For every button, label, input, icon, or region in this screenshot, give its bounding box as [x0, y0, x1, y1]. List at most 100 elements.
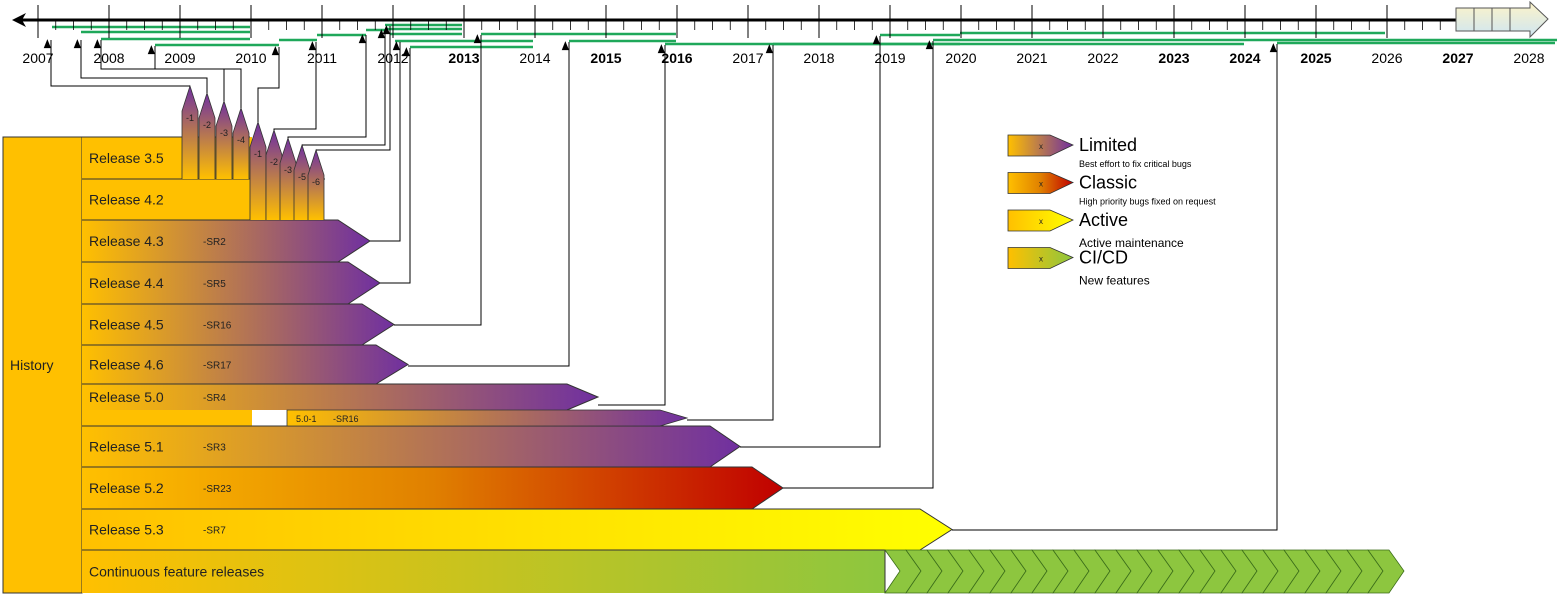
legend-item-cicd: x CI/CD New features: [1007, 247, 1150, 288]
service-release-label: -SR5: [203, 279, 226, 290]
legend-item-classic: x Classic High priority bugs fixed on requ…: [1007, 172, 1216, 207]
release-date-connector: [380, 47, 411, 284]
legend-description: Best effort to fix critical bugs: [1079, 159, 1192, 169]
release-date-connector: [257, 46, 280, 122]
year-label: 2025: [1300, 50, 1331, 66]
year-label: 2027: [1442, 50, 1473, 66]
release-label: Release 5.1: [89, 439, 164, 455]
year-label: 2012: [377, 50, 408, 66]
release-row: Release 4.3 -SR2: [82, 219, 371, 263]
row-outline: [82, 261, 381, 305]
release-date-connector: [740, 35, 881, 448]
year-label: 2008: [93, 50, 124, 66]
service-release-marker[interactable]: -1: [181, 84, 199, 179]
sub-release-label: 5.0-1: [296, 414, 317, 424]
legend-description: New features: [1079, 274, 1150, 288]
legend-description: High priority bugs fixed on request: [1079, 197, 1216, 207]
legend-swatch-icon: [1007, 209, 1074, 232]
year-label: 2019: [874, 50, 905, 66]
year-label: 2018: [803, 50, 834, 66]
marker-label: -5: [298, 172, 306, 182]
release-date-connector: [598, 44, 666, 406]
release-support-arrow[interactable]: [82, 550, 885, 593]
legend-description: Active maintenance: [1079, 236, 1184, 250]
release-support-arrow[interactable]: [82, 467, 783, 509]
legend-swatch-mark: x: [1039, 142, 1043, 151]
release-row: Release 5.2 -SR23: [82, 466, 784, 510]
year-label: 2026: [1371, 50, 1402, 66]
chevron-icon: [1367, 549, 1405, 594]
legend-swatch-mark: x: [1039, 255, 1043, 264]
row-outline: [82, 549, 886, 593]
year-label: 2024: [1229, 50, 1260, 66]
service-release-marker[interactable]: -4: [232, 106, 250, 179]
marker-label: -2: [270, 157, 278, 167]
service-release-marker[interactable]: -6: [307, 148, 325, 220]
release-date-connector: [302, 29, 386, 146]
row-outline: [82, 344, 409, 385]
release-label: Release 3.5: [89, 150, 164, 166]
release-label: Release 5.0: [89, 389, 164, 405]
service-release-marker[interactable]: -2: [198, 91, 216, 179]
service-release-marker[interactable]: -3: [215, 99, 233, 179]
release-date-connector: [287, 34, 367, 138]
year-label: 2021: [1016, 50, 1047, 66]
year-label: 2013: [448, 50, 479, 66]
legend-title: Classic: [1079, 173, 1137, 193]
sub-release-arrow[interactable]: [286, 409, 689, 427]
marker-label: -2: [203, 120, 211, 130]
year-label: 2009: [164, 50, 195, 66]
release-support-arrow[interactable]: [82, 426, 740, 467]
legend-title: CI/CD: [1079, 248, 1128, 268]
marker-label: -1: [254, 149, 262, 159]
release-label: Release 4.3: [89, 233, 164, 249]
release-date-connector: [73, 39, 208, 93]
marker-shape: [215, 99, 233, 179]
service-release-marker[interactable]: -1: [249, 120, 267, 220]
row-outline: [82, 303, 395, 346]
release-label: Release 4.4: [89, 275, 164, 291]
release-label: Release 4.5: [89, 317, 164, 333]
release-label: Release 5.2: [89, 480, 164, 496]
legend-item-limited: x Limited Best effort to fix critical bugs: [1007, 134, 1192, 169]
year-label: 2015: [590, 50, 621, 66]
release-date-connector: [687, 44, 774, 421]
year-label: 2011: [307, 50, 337, 66]
service-release-label: -SR3: [203, 443, 226, 454]
release-label: Release 4.6: [89, 357, 164, 373]
year-label: 2020: [945, 50, 976, 66]
release-support-arrow[interactable]: [82, 509, 952, 550]
release-row: Release 5.0 -SR4: [82, 383, 600, 411]
release-support-arrow[interactable]: [82, 304, 394, 345]
release-label: Release 5.3: [89, 522, 164, 538]
release-date-connector: [316, 25, 391, 151]
service-release-label: -SR7: [203, 526, 226, 537]
legend-swatch-mark: x: [1039, 180, 1043, 189]
legend-swatch-mark: x: [1039, 217, 1043, 226]
release-support-arrow[interactable]: [82, 384, 598, 410]
release-date-connector: [43, 39, 190, 87]
sub-release-row: 5.0-1 -SR16: [286, 409, 689, 427]
row-outline: [82, 508, 953, 551]
release-date-connector: [273, 41, 317, 130]
marker-label: -3: [284, 165, 292, 175]
marker-shape: [181, 84, 199, 179]
year-label: 2028: [1513, 50, 1544, 66]
year-label: 2022: [1087, 50, 1118, 66]
release-label: Continuous feature releases: [89, 564, 264, 580]
release-support-arrow[interactable]: [82, 220, 370, 262]
release-date-connector: [370, 41, 401, 242]
release-support-arrow[interactable]: [82, 262, 380, 304]
service-release-label: -SR17: [203, 361, 232, 372]
legend-swatch-icon: [1007, 172, 1074, 194]
marker-shape: [198, 91, 216, 179]
release-row: Release 4.4 -SR5: [82, 261, 381, 305]
release-date-connector: [408, 41, 570, 367]
marker-label: -3: [220, 128, 228, 138]
future-arrow-icon: [1455, 0, 1549, 39]
history-label: History: [10, 357, 54, 373]
release-row: Release 4.5 -SR16: [82, 303, 395, 346]
release-support-arrow[interactable]: [82, 345, 408, 384]
row-outline: [82, 466, 784, 510]
